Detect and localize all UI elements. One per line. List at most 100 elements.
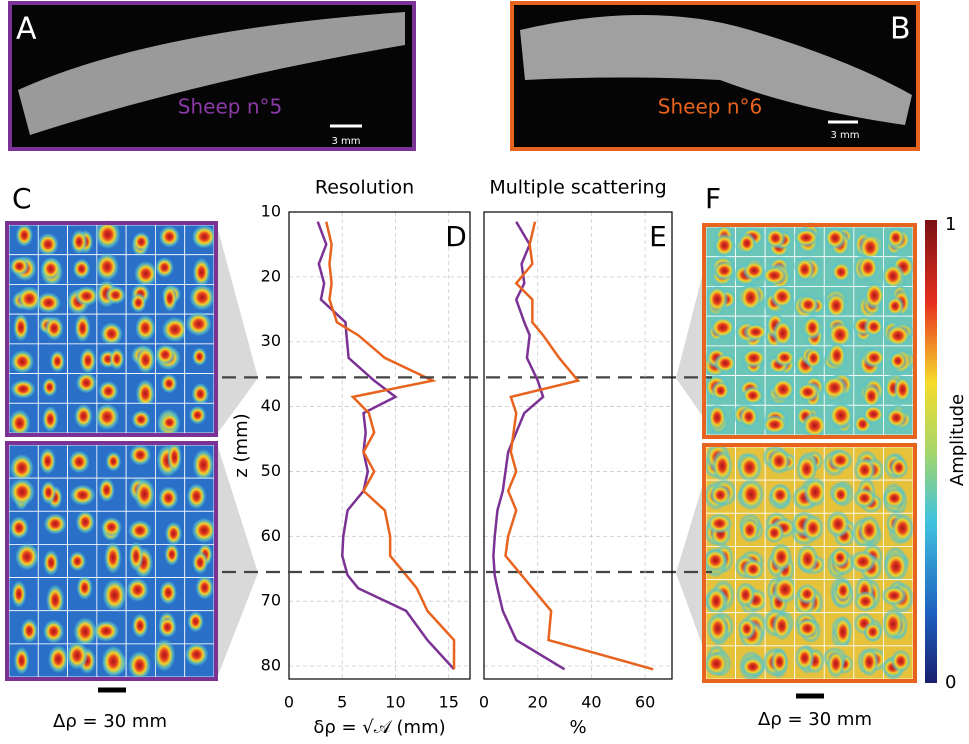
heatmap-blob bbox=[768, 483, 792, 507]
heatmap-blob bbox=[735, 582, 756, 608]
panel-label: Sheep n°6 bbox=[658, 95, 762, 119]
heatmap-blob bbox=[158, 225, 180, 248]
heatmap-blob bbox=[70, 229, 88, 255]
heatmap-blob bbox=[863, 316, 885, 337]
heatmap-blob bbox=[743, 322, 769, 342]
heatmap-blob bbox=[801, 412, 828, 439]
heatmap-blob bbox=[9, 516, 29, 540]
heatmap-blob bbox=[159, 413, 180, 432]
heatmap-blob bbox=[884, 324, 912, 348]
heatmap-blob bbox=[709, 316, 736, 339]
x-axis-label: % bbox=[569, 717, 586, 738]
heatmap-blob bbox=[827, 401, 855, 430]
heatmap-blob bbox=[767, 447, 791, 475]
heatmap-blob bbox=[101, 645, 126, 678]
heatmap-blob bbox=[39, 447, 56, 475]
heatmap-blob bbox=[863, 281, 886, 310]
heatmap-blob bbox=[738, 405, 759, 429]
heatmap-blob bbox=[740, 656, 766, 677]
heatmap-blob bbox=[49, 350, 66, 373]
heatmap-border bbox=[702, 443, 917, 683]
heatmap-blob bbox=[853, 457, 876, 483]
heatmap-blob bbox=[94, 219, 121, 250]
heatmap-blob bbox=[167, 441, 182, 473]
heatmap-blob bbox=[135, 314, 156, 342]
heatmap-blob bbox=[707, 403, 727, 432]
x-axis-label: δρ = √𝒜 (mm) bbox=[313, 717, 445, 738]
heatmap-blob bbox=[770, 377, 796, 402]
heatmap-blob bbox=[128, 541, 144, 572]
heatmap-blob bbox=[15, 542, 40, 571]
y-tick-label: 30 bbox=[261, 331, 281, 350]
y-tick-label: 10 bbox=[261, 202, 281, 221]
x-tick-label: 10 bbox=[385, 693, 405, 712]
heatmap-blob bbox=[11, 580, 27, 608]
heatmap-blob bbox=[98, 380, 119, 402]
heatmap-blob bbox=[37, 233, 59, 256]
heatmap-blob bbox=[93, 620, 120, 642]
heatmap bbox=[702, 442, 917, 683]
heatmap-blob bbox=[131, 410, 151, 429]
heatmap-blob bbox=[20, 618, 38, 643]
heatmap-blob bbox=[824, 226, 847, 250]
heatmap-blob bbox=[40, 480, 57, 505]
heatmap-blob bbox=[135, 379, 155, 409]
y-tick-label: 20 bbox=[261, 266, 281, 285]
heatmap-blob bbox=[192, 550, 209, 575]
heatmap-blob bbox=[10, 379, 36, 399]
heatmap-blob bbox=[772, 319, 794, 348]
heatmap-blob bbox=[35, 292, 62, 314]
heatmap-blob bbox=[153, 638, 176, 672]
heatmap-blob bbox=[706, 612, 729, 644]
heatmap-blob bbox=[826, 649, 845, 679]
heatmap-blob bbox=[44, 316, 64, 341]
heatmap-blob bbox=[43, 513, 67, 535]
heatmap bbox=[5, 219, 218, 438]
heatmap-blob bbox=[863, 621, 883, 643]
heatmap-blob bbox=[831, 483, 851, 506]
heatmap-blob bbox=[94, 403, 120, 431]
heatmap-blob bbox=[706, 284, 729, 314]
heatmap-blob bbox=[888, 351, 908, 371]
heatmap-blob bbox=[742, 558, 765, 580]
panel-letter: B bbox=[890, 12, 911, 47]
heatmap-blob bbox=[10, 349, 35, 374]
heatmap-blob bbox=[9, 453, 34, 482]
heatmap-blob bbox=[9, 478, 36, 506]
x-tick-label: 60 bbox=[635, 693, 655, 712]
heatmap-blob bbox=[849, 550, 877, 573]
heatmap-blob bbox=[160, 373, 178, 394]
heatmap-blob bbox=[740, 347, 767, 369]
heatmap-blob bbox=[889, 456, 909, 479]
heatmap-blob bbox=[794, 256, 815, 283]
heatmap-blob bbox=[74, 313, 91, 343]
heatmap-blob bbox=[709, 484, 732, 506]
heatmap-blob bbox=[164, 521, 183, 546]
y-tick-label: 40 bbox=[261, 396, 281, 415]
panel-letter: E bbox=[649, 220, 667, 253]
heatmap-blob bbox=[187, 611, 204, 633]
heatmap-blob bbox=[100, 517, 123, 538]
heatmap-blob bbox=[893, 375, 912, 404]
heatmap-blob bbox=[857, 515, 881, 546]
heatmap-blob bbox=[13, 646, 30, 675]
heatmap-blob bbox=[794, 644, 815, 672]
heatmap-blob bbox=[46, 584, 65, 616]
scale-label: 3 mm bbox=[331, 136, 360, 147]
heatmap-blob bbox=[890, 512, 915, 544]
scale-label: 3 mm bbox=[830, 130, 859, 141]
heatmap-blob bbox=[738, 283, 763, 313]
heatmap-blob bbox=[134, 478, 155, 511]
panel-letter: A bbox=[16, 12, 37, 47]
charts: 0 5 10 15 10 20 30 40 50 60 70 80 Resolution Dδρ = √𝒜… bbox=[222, 177, 712, 738]
x-tick-label: 15 bbox=[439, 693, 459, 712]
heatmap-blob bbox=[761, 414, 788, 435]
scale-label: Δρ = 30 mm bbox=[758, 709, 872, 730]
heatmap-blob bbox=[105, 285, 126, 305]
heatmap-blob bbox=[711, 449, 733, 483]
heatmap-blob bbox=[191, 517, 217, 544]
heatmap-blob bbox=[74, 286, 99, 306]
heatmap-blob bbox=[104, 541, 122, 574]
heatmap-blob bbox=[885, 407, 908, 429]
